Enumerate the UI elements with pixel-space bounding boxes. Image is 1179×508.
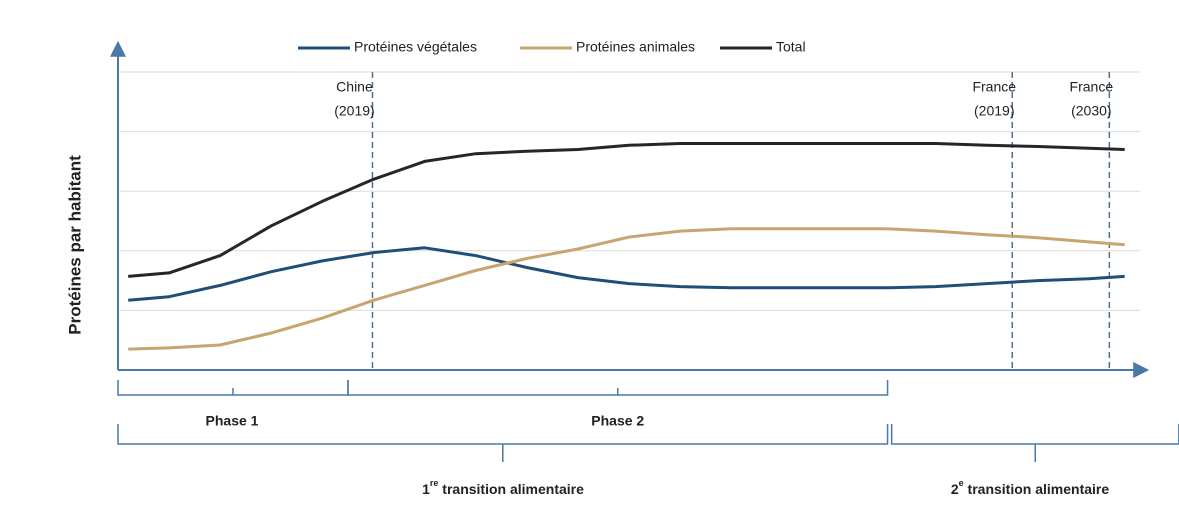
marker-label: France bbox=[1070, 79, 1114, 95]
phase-bracket bbox=[347, 380, 889, 396]
marker-label: France bbox=[972, 79, 1016, 95]
marker-label: (2030) bbox=[1071, 103, 1111, 119]
phase-bracket bbox=[117, 380, 349, 396]
legend-label: Protéines végétales bbox=[354, 39, 477, 55]
transition-number: 1 bbox=[422, 481, 430, 497]
series-line bbox=[128, 227, 1125, 351]
legend-label: Protéines animales bbox=[576, 39, 695, 55]
y-axis-label: Protéines par habitant bbox=[65, 155, 84, 335]
transition-label: 2e transition alimentaire bbox=[951, 478, 1110, 496]
transition-text: transition alimentaire bbox=[438, 481, 584, 497]
legend-label: Total bbox=[776, 39, 806, 55]
marker-label: (2019) bbox=[334, 103, 374, 119]
transition-bracket bbox=[117, 424, 889, 462]
transition-sup: e bbox=[959, 478, 964, 488]
transition-text: transition alimentaire bbox=[964, 481, 1110, 497]
transition-sup: re bbox=[430, 478, 439, 488]
series-line bbox=[128, 142, 1125, 278]
transition-bracket bbox=[890, 424, 1179, 462]
marker-label: Chine bbox=[336, 79, 373, 95]
phase-label: Phase 2 bbox=[591, 413, 644, 429]
transition-label: 1re transition alimentaire bbox=[422, 478, 584, 496]
phase-label: Phase 1 bbox=[206, 413, 259, 429]
marker-label: (2019) bbox=[974, 103, 1014, 119]
transition-number: 2 bbox=[951, 481, 959, 497]
series-line bbox=[128, 246, 1125, 302]
